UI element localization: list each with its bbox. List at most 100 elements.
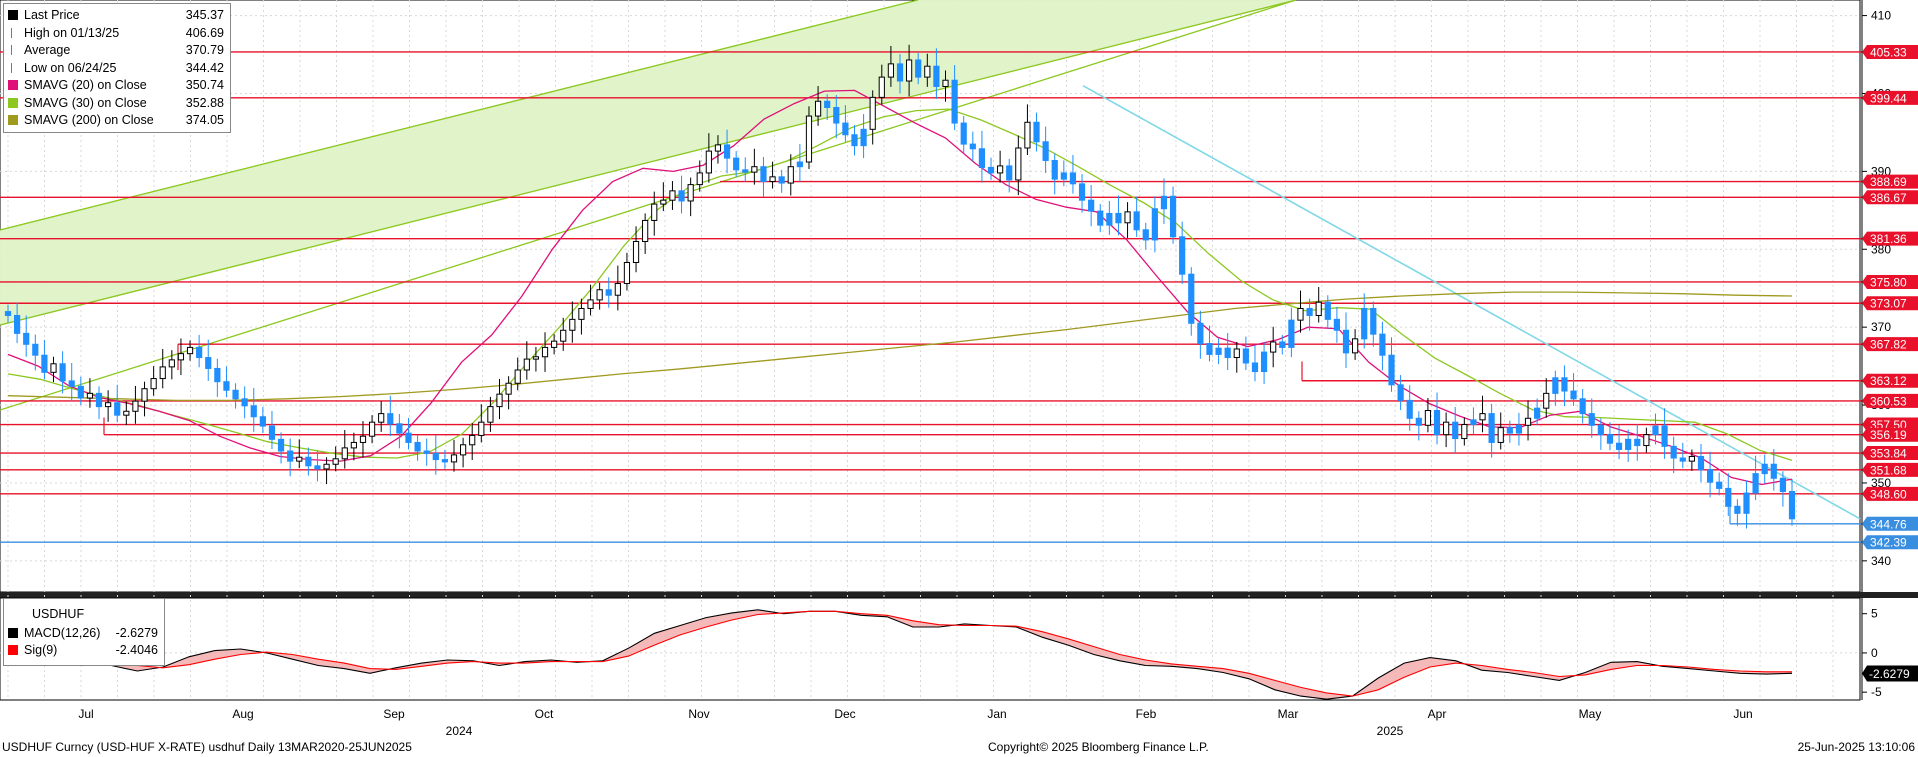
candle-body — [1552, 377, 1559, 394]
legend-value: 374.05 — [185, 113, 224, 127]
candle-body — [1606, 434, 1614, 444]
candle-body — [1743, 492, 1750, 514]
level-tag-label: 344.76 — [1870, 517, 1907, 531]
candle-body — [1479, 413, 1486, 421]
candle-body — [287, 450, 294, 462]
candle-body — [1342, 329, 1350, 354]
level-tag-bg — [1862, 174, 1918, 189]
level-tag-bg — [1862, 274, 1918, 289]
level-tag-label: 375.80 — [1870, 275, 1907, 289]
candle-body — [933, 65, 940, 87]
candle-body — [59, 363, 66, 382]
footer-security-info: USDHUF Curncy (USD-HUF X-RATE) usdhuf Da… — [2, 740, 412, 754]
candle-body — [969, 143, 976, 150]
candle-body — [1206, 343, 1213, 355]
candle-body — [1706, 469, 1714, 483]
candle-body — [1160, 195, 1168, 210]
legend-value: 344.42 — [185, 60, 224, 75]
candle-body — [1306, 307, 1313, 316]
legend-label: High on 01/13/25 — [24, 25, 120, 40]
candle-body — [95, 392, 103, 408]
x-axis-year-label: 2025 — [1377, 724, 1404, 738]
legend-value: -2.6279 — [115, 626, 158, 640]
candle-body — [1352, 338, 1359, 354]
legend-swatch — [8, 80, 18, 90]
candle-body — [760, 166, 767, 182]
candle-body — [1679, 457, 1686, 462]
macd-legend-item: MACD(12,26) -2.6279 — [8, 625, 160, 641]
candle-body — [805, 115, 813, 163]
legend-item: Low on 06/24/25 344.42 — [8, 60, 226, 76]
candle-body — [1078, 183, 1086, 201]
candle-body — [1288, 319, 1295, 348]
level-tag-label: 351.68 — [1870, 463, 1907, 477]
level-tag-label: 360.53 — [1870, 394, 1907, 408]
candle-body — [1470, 419, 1477, 426]
candle-body — [496, 393, 503, 408]
level-tag-label: 363.12 — [1870, 374, 1907, 388]
candle-body — [1543, 392, 1550, 409]
candle-body — [1488, 413, 1495, 443]
channel-lower-line — [0, 0, 1297, 411]
candle-body — [250, 405, 257, 418]
legend-value: 352.88 — [185, 95, 224, 110]
candle-body — [150, 378, 157, 390]
level-tag-356.19: 356.19 — [1862, 427, 1918, 442]
macd-axis-tick-label: 0 — [1871, 646, 1878, 660]
legend-swatch — [8, 97, 18, 108]
level-tag-bg — [1862, 90, 1918, 105]
candle-body — [887, 63, 894, 78]
x-axis-month-label: Nov — [688, 707, 709, 721]
candle-body — [350, 441, 357, 449]
legend-value: 350.74 — [185, 78, 224, 92]
candle-body — [441, 459, 448, 463]
level-tag-bg — [1862, 516, 1918, 531]
level-tag-bg — [1862, 535, 1918, 550]
legend-label: Low on 06/24/25 — [24, 60, 117, 75]
level-tag-399.44: 399.44 — [1862, 90, 1918, 105]
legend-swatch — [8, 115, 18, 125]
level-tag-bg — [1862, 296, 1918, 311]
candle-body — [214, 367, 221, 383]
candle-body — [232, 389, 239, 400]
price-legend: Last Price 345.37 High on 01/13/25 406.69 Av… — [3, 3, 231, 133]
candle-body — [1579, 398, 1586, 415]
candle-body — [1415, 417, 1422, 426]
candle-body — [605, 289, 612, 296]
candle-body — [632, 240, 640, 264]
level-tag-label: 348.60 — [1870, 487, 1907, 501]
legend-label: Last Price — [24, 8, 80, 22]
level-tag-405.33: 405.33 — [1862, 44, 1918, 59]
candle-body — [1370, 307, 1377, 335]
candle-body — [114, 402, 121, 416]
level-tag-label: 373.07 — [1870, 297, 1907, 311]
candle-body — [378, 413, 385, 423]
candle-body — [1725, 487, 1732, 507]
sma200-line — [7, 291, 1793, 402]
price-axis-tick-label: 370 — [1871, 320, 1891, 334]
level-tag-367.82: 367.82 — [1862, 337, 1918, 352]
candle-body — [323, 463, 330, 470]
candle-body — [915, 59, 922, 78]
candle-body — [396, 423, 403, 434]
level-tag-bg — [1862, 393, 1918, 408]
candle-body — [469, 434, 476, 446]
candle-body — [186, 346, 194, 355]
candle-body — [1297, 307, 1304, 321]
legend-swatch — [8, 10, 18, 20]
macd-legend: USDHUF MACD(12,26) -2.6279 Sig(9) -2.4046 — [3, 598, 165, 666]
candle-body — [796, 161, 803, 168]
candle-body — [978, 148, 986, 168]
x-axis-year-label: 2024 — [446, 724, 473, 738]
legend-swatch — [11, 27, 16, 38]
candle-body — [1151, 208, 1158, 241]
candle-body — [1524, 417, 1532, 426]
x-axis-month-label: Jan — [987, 707, 1006, 721]
legend-item: SMAVG (200) on Close 374.05 — [8, 112, 226, 128]
candle-body — [705, 150, 712, 174]
candle-body — [1497, 427, 1504, 443]
legend-value: -2.4046 — [115, 643, 158, 657]
candle-body — [1015, 147, 1022, 181]
candle-body — [742, 169, 749, 173]
candle-body — [332, 458, 339, 465]
